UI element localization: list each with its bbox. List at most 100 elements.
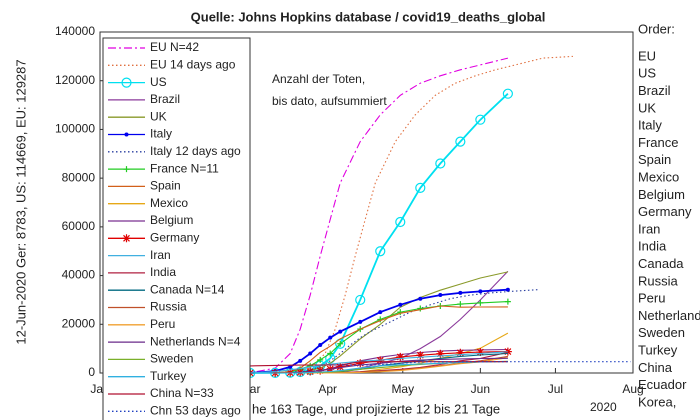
y-axis-label: 12-Jun-2020 Ger: 8783, US: 114669, EU: 1… xyxy=(13,59,28,344)
legend-marker xyxy=(122,234,131,243)
legend-label: Sweden xyxy=(150,352,193,366)
marker xyxy=(456,348,465,357)
marker xyxy=(416,351,425,360)
legend-marker xyxy=(123,166,130,173)
legend-box xyxy=(102,37,251,420)
series-line xyxy=(255,289,538,374)
marker xyxy=(504,298,511,305)
legend-label: Peru xyxy=(150,317,175,331)
series-line xyxy=(260,55,573,374)
order-title: Order: xyxy=(638,21,675,36)
marker xyxy=(438,293,443,298)
legend-label: Belgium xyxy=(150,213,193,227)
x-tick-label: Aug xyxy=(622,382,643,396)
marker xyxy=(375,246,386,257)
marker xyxy=(457,301,464,308)
marker xyxy=(355,294,366,306)
legend-label: China N=33 xyxy=(150,386,214,400)
legend-label: Germany xyxy=(150,230,199,244)
marker xyxy=(356,359,365,368)
legend-label: Spain xyxy=(150,179,181,193)
order-item: Turkey xyxy=(638,343,678,358)
x-year-label: 2020 xyxy=(590,400,617,414)
legend-label: UK xyxy=(150,109,167,123)
legend-label: Canada N=14 xyxy=(150,282,225,296)
legend-label: Italy xyxy=(150,127,172,141)
legend-label: Italy 12 days ago xyxy=(150,144,241,158)
y-tick-label: 20000 xyxy=(62,316,96,330)
marker xyxy=(398,302,403,307)
order-item: Germany xyxy=(638,204,692,219)
chart-title: Quelle: Johns Hopkins database / covid19… xyxy=(191,9,546,24)
order-item: US xyxy=(638,66,656,81)
y-tick-label: 0 xyxy=(88,365,95,379)
marker xyxy=(328,335,333,340)
legend-label: Russia xyxy=(150,300,187,314)
order-item: Spain xyxy=(638,152,671,167)
order-item: Belgium xyxy=(638,187,685,202)
legend-marker xyxy=(121,77,132,88)
order-item: Italy xyxy=(638,118,662,133)
annotation: Anzahl der Toten, xyxy=(272,72,365,86)
marker xyxy=(327,350,334,357)
y-tick-label: 80000 xyxy=(62,170,96,184)
marker xyxy=(338,329,343,334)
marker xyxy=(475,114,486,125)
legend-label: EU N=42 xyxy=(150,40,199,54)
marker xyxy=(415,182,426,193)
order-item: India xyxy=(638,239,667,254)
y-tick-label: 120000 xyxy=(55,73,95,87)
series-line xyxy=(225,271,509,374)
marker xyxy=(336,362,345,371)
order-item: UK xyxy=(638,100,656,115)
marker xyxy=(505,287,510,292)
x-tick-label: Jun xyxy=(471,382,490,396)
marker xyxy=(478,289,483,294)
legend-label: Netherlands N=4 xyxy=(150,334,241,348)
plot-frame xyxy=(99,31,634,374)
annotation: bis dato, aufsummiert xyxy=(272,94,387,108)
series-line xyxy=(225,93,509,374)
y-tick-label: 140000 xyxy=(55,24,95,38)
x-tick-label: Apr xyxy=(318,382,337,396)
marker xyxy=(358,319,363,324)
marker xyxy=(502,88,513,99)
marker xyxy=(396,352,405,361)
order-item: Iran xyxy=(638,221,660,236)
marker xyxy=(477,299,484,306)
legend-label: Chn 53 days ago xyxy=(150,403,241,417)
legend-label: India xyxy=(150,265,176,279)
order-item: Brazil xyxy=(638,83,671,98)
marker xyxy=(308,351,313,356)
marker xyxy=(455,136,466,147)
series-line xyxy=(225,305,508,374)
order-item: China xyxy=(638,360,673,375)
order-item: Ecuador xyxy=(638,377,687,392)
order-item: Korea, xyxy=(638,394,676,409)
marker xyxy=(298,358,303,363)
y-tick-label: 100000 xyxy=(55,122,95,136)
series-line xyxy=(330,361,631,366)
marker xyxy=(458,290,463,295)
marker xyxy=(435,158,446,169)
marker xyxy=(395,216,406,228)
legend-label: US xyxy=(150,75,167,89)
order-item: France xyxy=(638,135,678,150)
legend-label: Turkey xyxy=(150,369,186,383)
order-item: EU xyxy=(638,48,656,63)
order-item: Netherlands xyxy=(638,308,700,323)
x-tick-label: Jul xyxy=(548,382,563,396)
marker xyxy=(378,310,383,315)
y-tick-label: 60000 xyxy=(62,219,96,233)
marker xyxy=(418,296,423,301)
legend-label: EU 14 days ago xyxy=(150,57,236,71)
series-line xyxy=(225,57,509,374)
order-item: Sweden xyxy=(638,325,685,340)
legend-label: Mexico xyxy=(150,196,188,210)
marker xyxy=(318,342,323,347)
marker xyxy=(397,309,404,316)
x-axis-label: he 163 Tage, und projizierte 12 bis 21 T… xyxy=(252,401,500,416)
y-tick-label: 40000 xyxy=(62,268,96,282)
order-item: Peru xyxy=(638,291,665,306)
